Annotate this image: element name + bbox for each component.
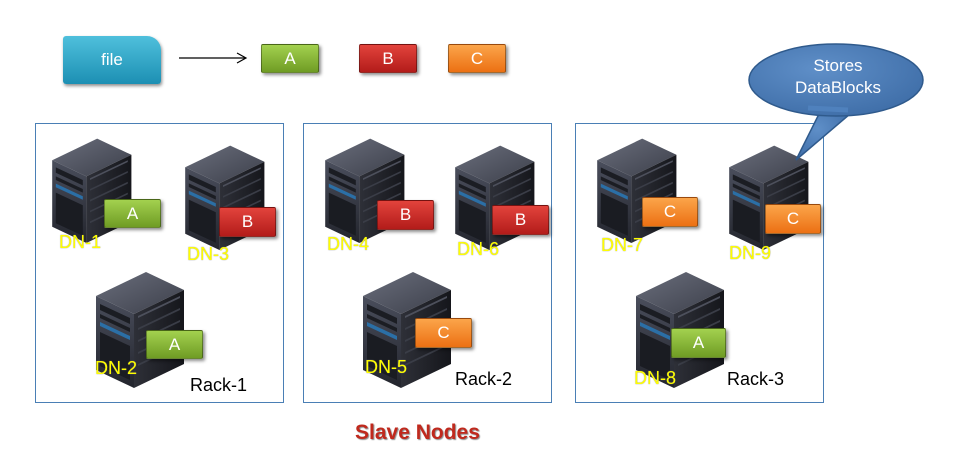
arrow-icon [179,52,248,64]
dn-6-label: DN-6 [457,239,500,259]
block-label: B [399,205,412,224]
slave-nodes-title: Slave Nodes [355,421,480,444]
rack-1-block-dn-3: B [219,207,276,237]
rack-2-block-dn-5: C [415,318,472,348]
rack-3-block-dn-8: A [671,328,726,358]
dn-3-label: DN-3 [187,244,230,264]
rack-3-block-dn-7: C [642,197,698,227]
rack-2-label: Rack-2 [455,369,513,389]
block-label: C [663,202,677,221]
dn-8-label: DN-8 [634,368,677,388]
rack-1-block-dn-1: A [104,199,161,228]
rack-1-block-dn-2: A [146,330,203,359]
dn-2-label: DN-2 [95,358,138,378]
rack-3-label: Rack-3 [727,369,785,389]
block-c-label: C [470,48,484,68]
block-a: A [261,44,319,73]
block-label: A [692,333,705,352]
callout-line-1: Stores [813,56,863,75]
file-box: file [63,36,161,84]
block-a-label: A [284,48,296,68]
dn-9-label: DN-9 [729,243,772,263]
dn-1-label: DN-1 [59,232,102,252]
rack-2-block-dn-6: B [492,205,549,235]
block-label: C [437,323,450,342]
dn-7-label: DN-7 [601,235,644,255]
block-b: B [359,44,417,73]
dn-5-label: DN-5 [365,357,408,377]
rack-1-label: Rack-1 [190,375,248,395]
file-label: file [101,50,123,69]
block-label: A [126,203,139,223]
block-label: C [786,209,800,228]
block-label: B [241,212,254,231]
rack-2-block-dn-4: B [377,200,434,230]
callout-line-2: DataBlocks [795,78,881,97]
dn-4-label: DN-4 [327,234,370,254]
block-c: C [448,44,506,73]
rack-3-block-dn-9: C [765,204,821,234]
block-label: A [168,334,181,354]
block-b-label: B [382,48,394,68]
block-label: B [514,210,527,229]
speech-bubble-icon [748,43,924,161]
callout-text: Stores DataBlocks [758,55,918,99]
